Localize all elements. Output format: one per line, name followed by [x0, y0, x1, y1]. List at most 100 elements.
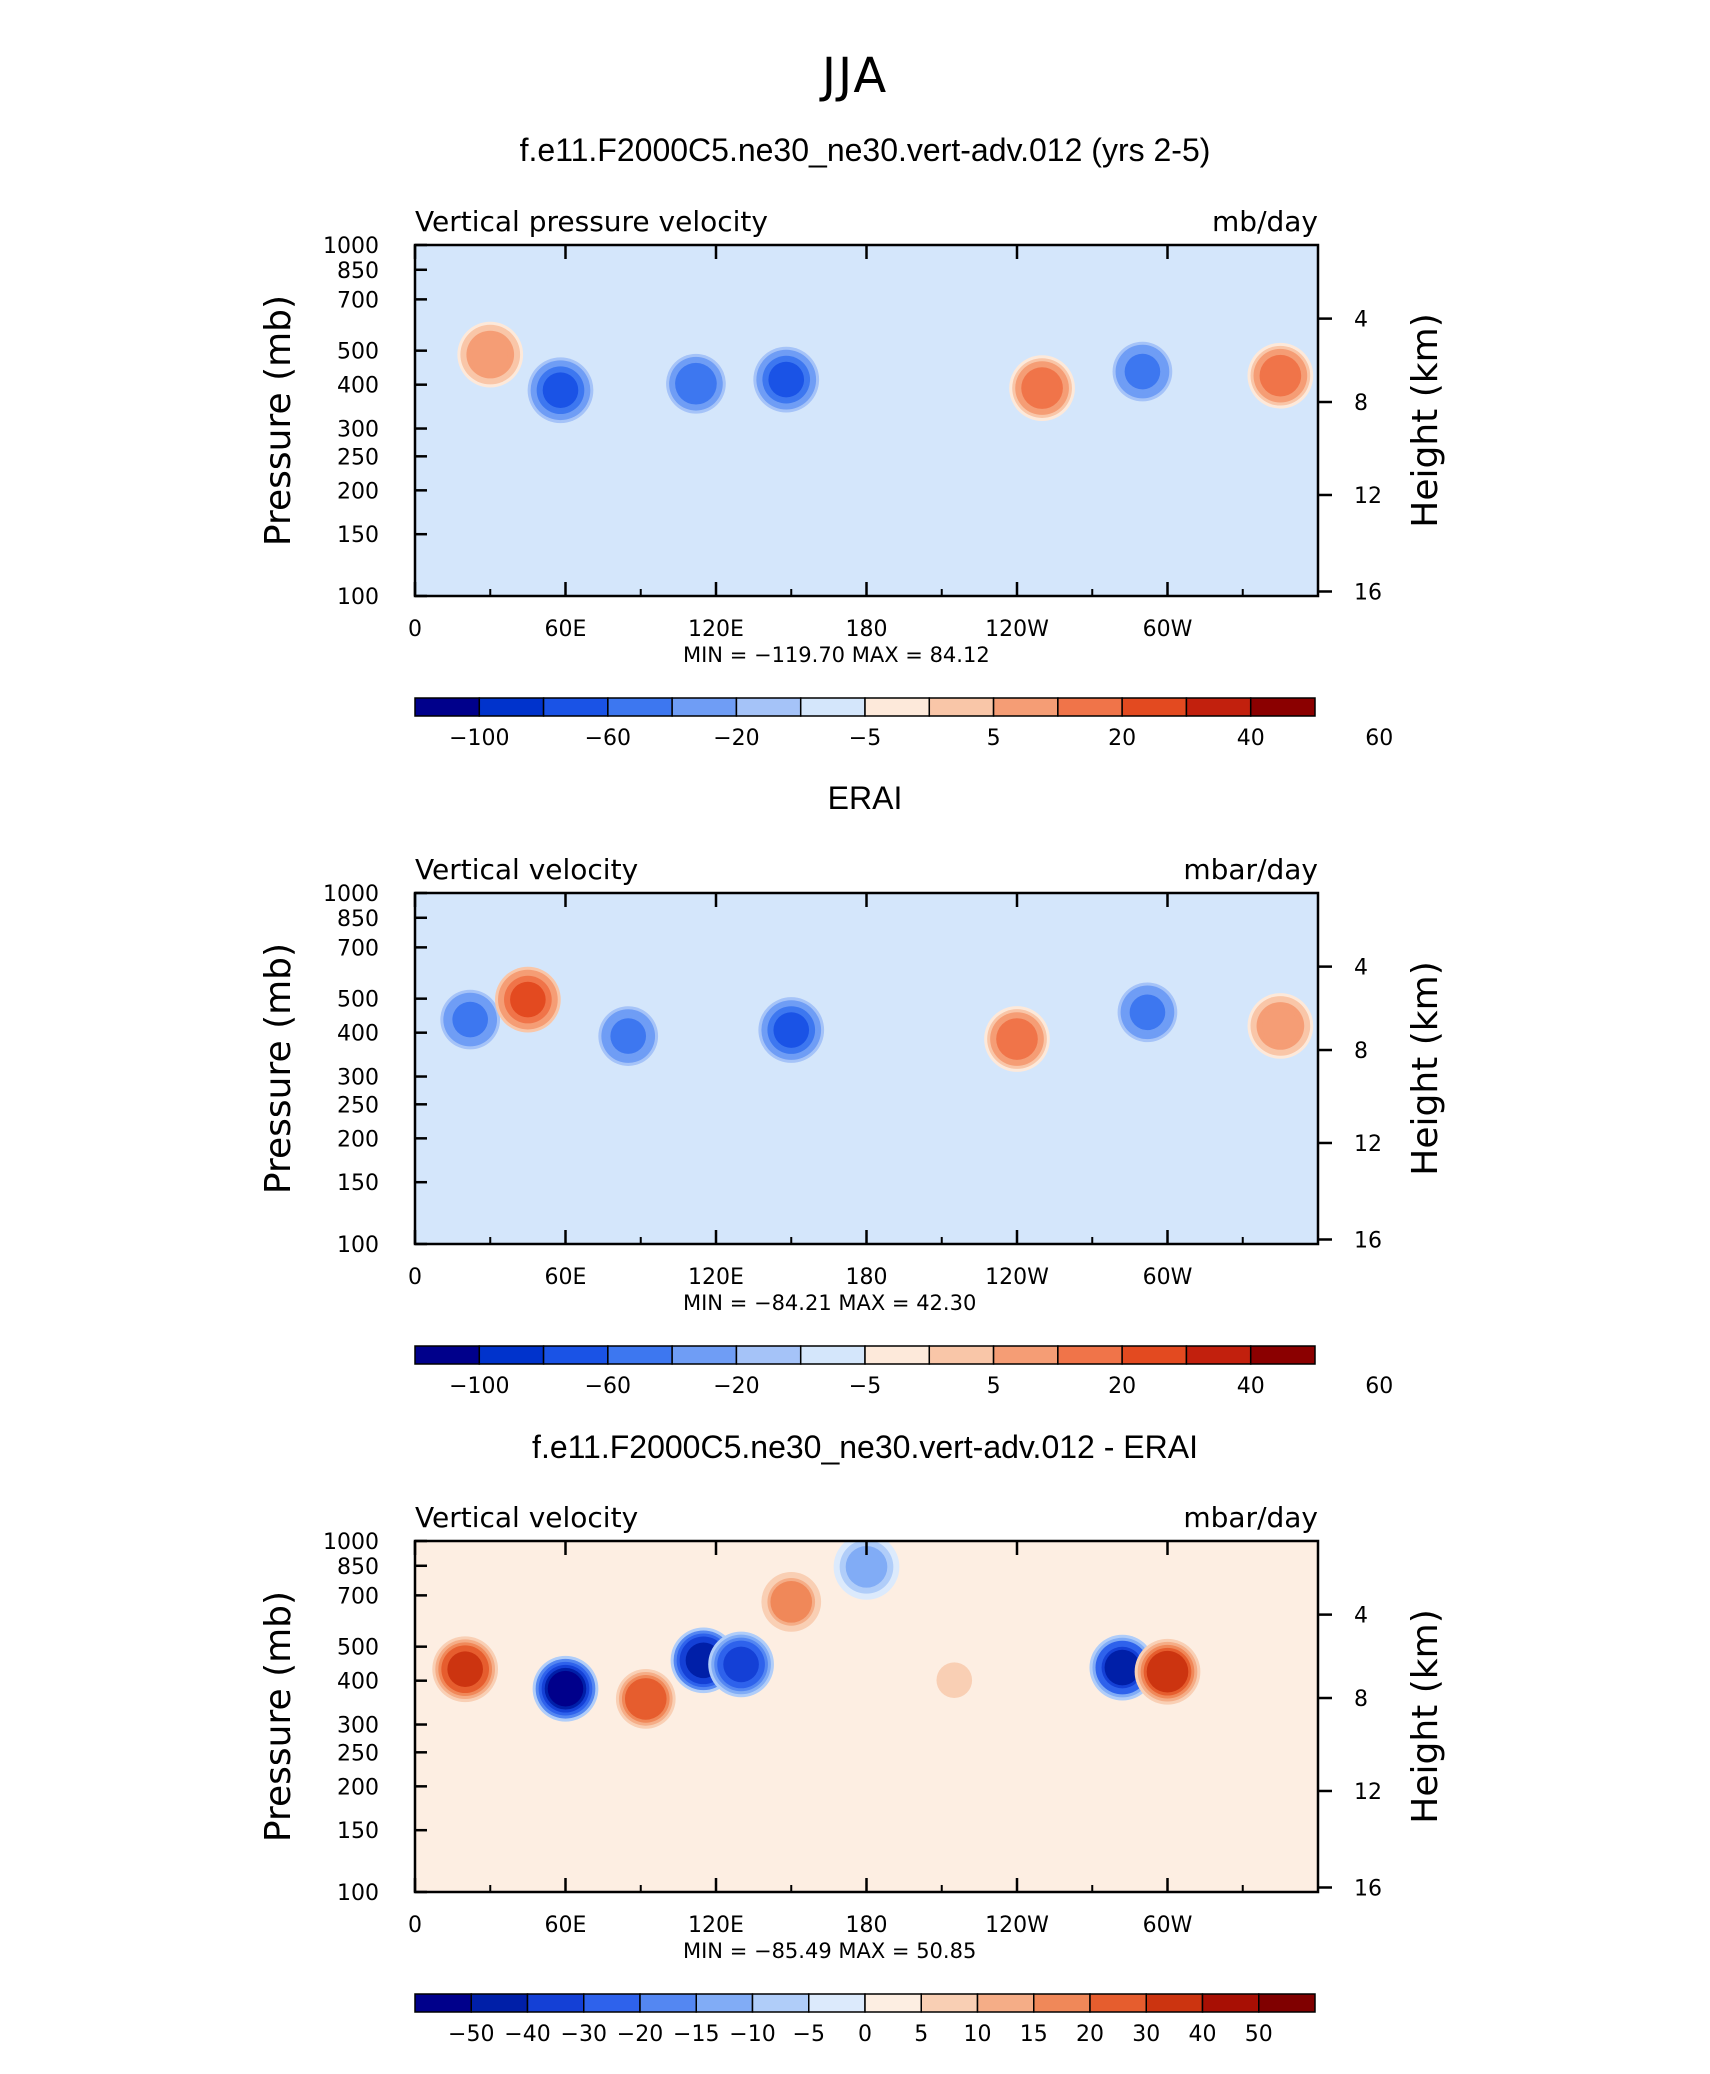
- colorbar-swatch: [920, 1993, 979, 2013]
- y-axis-title: Pressure (mb): [258, 1591, 299, 1842]
- colorbar-label: 50: [1245, 2022, 1273, 2047]
- y-axis-right-title: Height (km): [1405, 961, 1446, 1175]
- contour-band: [447, 1651, 483, 1688]
- colorbar-swatch: [1033, 1993, 1091, 2013]
- colorbar-swatch: [735, 697, 802, 717]
- contour-band: [542, 372, 579, 409]
- colorbar-swatch: [478, 1345, 545, 1365]
- colorbar-label: 20: [1076, 2022, 1104, 2047]
- colorbar-swatch: [1249, 697, 1316, 717]
- colorbar-label: −20: [713, 726, 759, 751]
- contour-band: [610, 1018, 647, 1054]
- colorbar-swatch: [735, 1345, 802, 1365]
- colorbar-swatch: [1258, 1993, 1316, 2013]
- height-tick-label: 12: [1354, 1780, 1382, 1805]
- contour-band: [936, 1662, 973, 1699]
- x-tick-label: 0: [408, 1265, 422, 1290]
- y-tick-label: 150: [337, 1171, 379, 1196]
- colorbar-swatch: [799, 697, 866, 717]
- height-tick-label: 4: [1354, 308, 1368, 333]
- colorbar-swatch: [671, 697, 738, 717]
- figure-title: JJA: [821, 48, 889, 104]
- colorbar-swatch: [1057, 697, 1123, 717]
- contour-band: [1129, 994, 1166, 1031]
- height-tick-label: 4: [1354, 1604, 1368, 1629]
- y-tick-label: 850: [337, 259, 379, 284]
- contour-band: [773, 1584, 810, 1620]
- colorbar-swatch: [864, 1345, 931, 1365]
- max-label: MAX =: [852, 643, 930, 667]
- colorbar-swatch: [808, 1993, 866, 2013]
- contour-band: [999, 1021, 1035, 1057]
- y-tick-label: 400: [337, 374, 379, 399]
- x-tick-label: 120E: [688, 1265, 744, 1290]
- colorbar-swatch: [1121, 697, 1188, 717]
- colorbar-swatch: [470, 1993, 529, 2013]
- max-value: 84.12: [930, 643, 990, 667]
- contour-field: [415, 893, 1318, 1244]
- y-axis-title: Pressure (mb): [258, 943, 299, 1194]
- variable-label: Vertical velocity: [415, 853, 638, 886]
- y-tick-label: 300: [337, 418, 379, 443]
- x-tick-label: 60W: [1143, 617, 1193, 642]
- colorbar: −50 −40 −30 −20 −15 −10 −5 0 5 10 15 20 30 40 50: [414, 1993, 1316, 2047]
- y-tick-label: 500: [337, 340, 379, 365]
- colorbar-swatch: [478, 697, 545, 717]
- max-label: MAX =: [838, 1291, 916, 1315]
- panel-3: Vertical velocity mbar/day 0 60E 120E 180 120W…: [258, 1501, 1446, 2047]
- height-tick-label: 16: [1354, 1228, 1382, 1253]
- colorbar-label: 30: [1132, 2022, 1160, 2047]
- y-tick-label: 700: [337, 288, 379, 313]
- x-tick-label: 180: [846, 1265, 888, 1290]
- colorbar-swatch: [928, 1345, 995, 1365]
- colorbar-swatch: [414, 697, 481, 717]
- contour-band: [547, 1670, 584, 1707]
- min-value: −119.70: [754, 643, 852, 667]
- y-tick-label: 400: [337, 1670, 379, 1695]
- field-background: [415, 893, 1318, 1244]
- y-tick-label: 100: [337, 1881, 379, 1906]
- x-tick-label: 120W: [985, 617, 1049, 642]
- y-tick-label: 1000: [323, 882, 379, 907]
- min-max-readout: MIN = −119.70 MAX = 84.12: [683, 643, 990, 667]
- contour-band: [510, 981, 546, 1018]
- contour-band: [472, 336, 509, 373]
- height-tick-label: 8: [1354, 1039, 1368, 1064]
- colorbar: −100 −60 −20 −5 5 20 40 60: [414, 1345, 1393, 1399]
- units-label: mb/day: [1212, 205, 1318, 238]
- panel-2-title: ERAI: [827, 780, 903, 816]
- y-tick-label: 200: [337, 1127, 379, 1152]
- colorbar-swatch: [542, 1345, 609, 1365]
- y-axis-right-title: Height (km): [1405, 313, 1446, 527]
- contour-band: [1262, 1008, 1299, 1044]
- y-tick-label: 300: [337, 1066, 379, 1091]
- colorbar-swatch: [1249, 1345, 1316, 1365]
- x-tick-label: 180: [846, 1913, 888, 1938]
- y-tick-label: 100: [337, 1233, 379, 1258]
- colorbar-label: 60: [1365, 1374, 1393, 1399]
- colorbar-swatch: [607, 697, 673, 717]
- colorbar-label: 60: [1365, 726, 1393, 751]
- x-tick-label: 60W: [1143, 1913, 1193, 1938]
- min-label: MIN =: [683, 1939, 754, 1963]
- colorbar-label: 40: [1189, 2022, 1217, 2047]
- colorbar-label: −10: [729, 2022, 775, 2047]
- y-tick-label: 500: [337, 988, 379, 1013]
- colorbar-label: −60: [585, 726, 631, 751]
- min-value: −85.49: [754, 1939, 838, 1963]
- colorbar-swatch: [1185, 697, 1252, 717]
- colorbar-swatch: [976, 1993, 1035, 2013]
- colorbar-swatch: [414, 1993, 472, 2013]
- colorbar-label: 15: [1020, 2022, 1048, 2047]
- variable-label: Vertical pressure velocity: [415, 205, 768, 238]
- units-label: mbar/day: [1183, 853, 1318, 886]
- min-value: −84.21: [754, 1291, 838, 1315]
- colorbar-label: −50: [448, 2022, 494, 2047]
- colorbar-swatch: [1185, 1345, 1252, 1365]
- colorbar-label: 20: [1108, 726, 1136, 751]
- colorbar-swatch: [1057, 1345, 1123, 1365]
- colorbar-swatch: [1089, 1993, 1147, 2013]
- colorbar-label: −15: [673, 2022, 719, 2047]
- height-tick-label: 8: [1354, 391, 1368, 416]
